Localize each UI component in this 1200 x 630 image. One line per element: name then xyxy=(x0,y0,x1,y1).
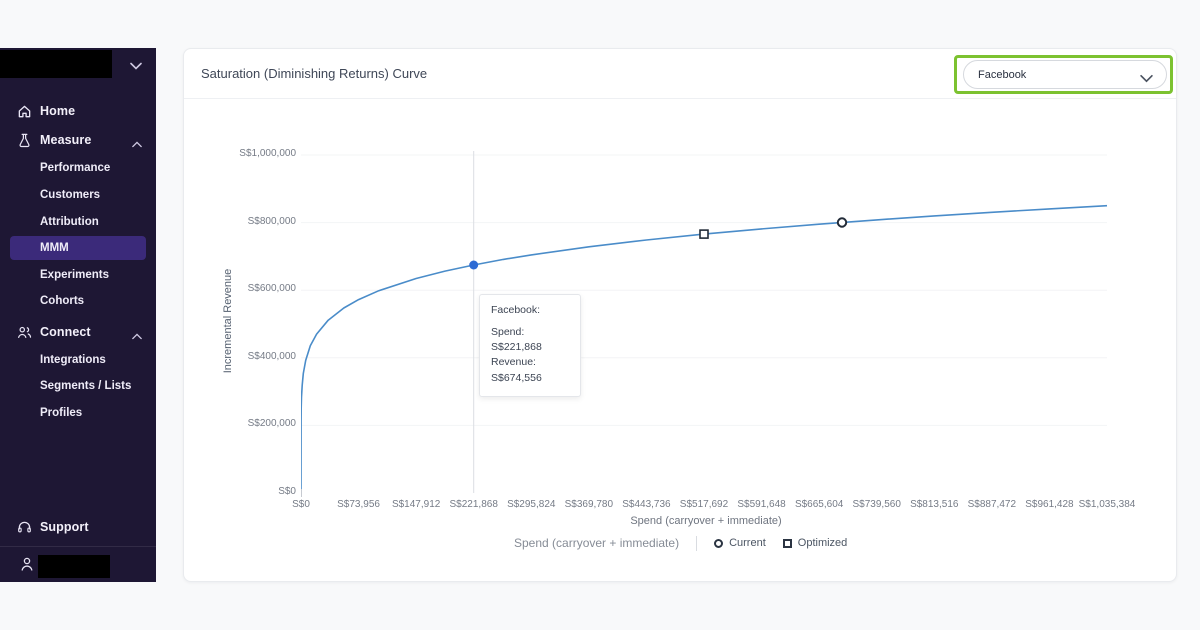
sidebar-subitem-label: Customers xyxy=(40,189,101,201)
sidebar-subitem-label: Experiments xyxy=(40,269,110,281)
x-tick-label: S$591,648 xyxy=(737,499,786,510)
y-tick-label: S$0 xyxy=(278,486,296,497)
x-tick-label: S$887,472 xyxy=(967,499,1017,510)
sidebar-item-attribution[interactable]: Attribution xyxy=(10,210,146,234)
x-tick-label: S$73,956 xyxy=(337,499,380,510)
x-tick-label: S$961,428 xyxy=(1025,499,1074,510)
home-icon xyxy=(17,104,32,119)
footer-axis-label: Spend (carryover + immediate) xyxy=(514,536,680,550)
tooltip-spend: Spend: S$221,868 xyxy=(491,326,542,354)
sidebar-item-cohorts[interactable]: Cohorts xyxy=(10,289,146,313)
sidebar-item-mmm[interactable]: MMM xyxy=(10,236,146,260)
card-header: Saturation (Diminishing Returns) Curve xyxy=(184,49,1176,99)
x-tick-label: S$221,868 xyxy=(449,499,498,510)
account-name-redacted[interactable] xyxy=(38,555,110,578)
legend-item-optimized[interactable]: Optimized xyxy=(782,537,848,549)
x-tick-label: S$813,516 xyxy=(910,499,959,510)
sidebar-item-label: Measure xyxy=(40,133,92,147)
chevron-up-icon xyxy=(132,327,142,345)
headset-icon xyxy=(17,520,32,535)
chevron-down-icon[interactable] xyxy=(130,57,142,75)
sidebar-subitem-label: Cohorts xyxy=(40,295,85,307)
sidebar-item-customers[interactable]: Customers xyxy=(10,183,146,207)
y-tick-label: S$600,000 xyxy=(247,283,296,295)
chevron-down-icon xyxy=(1140,70,1153,88)
chevron-up-icon xyxy=(132,135,142,153)
chart-tooltip: Facebook: Spend: S$221,868 Revenue: S$67… xyxy=(479,294,581,397)
legend-item-current[interactable]: Current xyxy=(714,537,766,549)
x-tick-label: S$739,560 xyxy=(852,499,901,510)
y-tick-label: S$400,000 xyxy=(247,350,296,362)
highlighted-point[interactable] xyxy=(469,260,479,270)
x-axis-title: Spend (carryover + immediate) xyxy=(630,515,782,527)
x-tick-label: S$1,035,384 xyxy=(1078,499,1136,510)
legend-label: Optimized xyxy=(797,537,848,549)
people-icon xyxy=(17,325,32,340)
current-marker-icon xyxy=(714,538,724,548)
saturation-curve-svg xyxy=(301,151,1108,493)
sidebar-item-label: Home xyxy=(40,104,76,118)
flask-icon xyxy=(17,133,32,148)
saturation-curve-line xyxy=(301,204,1108,493)
x-axis-zero-tick xyxy=(301,489,302,497)
sidebar-subitem-label: MMM xyxy=(40,242,69,254)
tooltip-title: Facebook: xyxy=(491,304,541,316)
logo-redacted[interactable] xyxy=(0,50,112,78)
legend-label: Current xyxy=(729,537,766,549)
x-tick-label: S$0 xyxy=(292,499,310,510)
sidebar-subitem-label: Performance xyxy=(40,162,111,174)
tooltip-revenue: Revenue: S$674,556 xyxy=(491,356,542,384)
sidebar-subitem-label: Segments / Lists xyxy=(40,380,132,392)
x-tick-label: S$665,604 xyxy=(794,499,844,510)
sidebar: Home Measure Performance Customers Attri… xyxy=(0,48,156,582)
optimized-marker-icon xyxy=(782,538,792,548)
optimized-marker[interactable] xyxy=(699,229,709,239)
y-tick-label: S$800,000 xyxy=(247,215,296,227)
channel-select-highlight xyxy=(954,55,1173,94)
user-icon xyxy=(19,556,35,572)
footer-divider xyxy=(696,535,698,551)
y-axis-title: Incremental Revenue xyxy=(222,268,234,374)
x-tick-label: S$517,692 xyxy=(679,499,729,510)
sidebar-item-label: Connect xyxy=(40,325,91,339)
x-tick-label: S$369,780 xyxy=(564,499,614,510)
x-tick-label: S$295,824 xyxy=(507,499,556,510)
sidebar-item-home[interactable]: Home xyxy=(0,99,156,123)
sidebar-subitem-label: Attribution xyxy=(40,216,99,228)
sidebar-item-profiles[interactable]: Profiles xyxy=(10,401,146,425)
y-tick-label: S$1,000,000 xyxy=(239,148,296,159)
current-marker[interactable] xyxy=(836,217,848,228)
sidebar-item-label: Support xyxy=(40,520,89,534)
channel-select[interactable]: Facebook xyxy=(963,60,1167,89)
sidebar-item-support[interactable]: Support xyxy=(0,515,156,539)
sidebar-item-experiments[interactable]: Experiments xyxy=(10,263,146,287)
sidebar-item-performance[interactable]: Performance xyxy=(10,156,146,180)
sidebar-subitem-label: Integrations xyxy=(40,354,106,366)
chart-footer: Spend (carryover + immediate) Current Op… xyxy=(514,534,847,552)
page-title: Saturation (Diminishing Returns) Curve xyxy=(201,66,428,81)
sidebar-divider xyxy=(0,546,156,547)
saturation-curve-card: Saturation (Diminishing Returns) Curve F… xyxy=(183,48,1177,582)
x-tick-label: S$147,912 xyxy=(391,499,441,510)
sidebar-item-connect[interactable]: Connect xyxy=(0,320,156,344)
sidebar-item-measure[interactable]: Measure xyxy=(0,128,156,152)
sidebar-item-segments-lists[interactable]: Segments / Lists xyxy=(10,374,146,398)
sidebar-subitem-label: Profiles xyxy=(40,407,83,419)
sidebar-item-integrations[interactable]: Integrations xyxy=(10,348,146,372)
x-tick-label: S$443,736 xyxy=(622,499,671,510)
channel-select-value: Facebook xyxy=(978,68,1027,81)
y-tick-label: S$200,000 xyxy=(247,418,296,430)
